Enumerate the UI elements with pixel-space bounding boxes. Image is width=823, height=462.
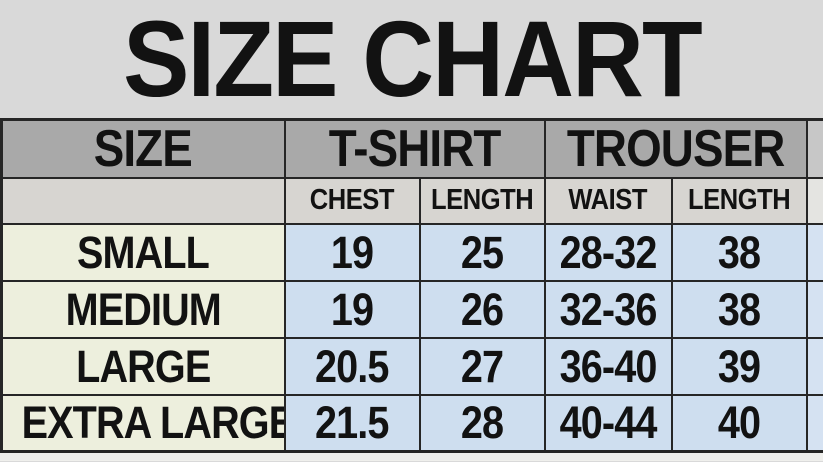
trouser-length-cell: 38 [670,279,808,339]
trouser-length-value: 38 [717,283,761,335]
trouser-length-cell: 38 [670,222,808,282]
bottom-margin-strip [0,453,823,461]
subheader-cell-waist: WAIST [543,176,673,225]
table-row-large: LARGE 20.5 27 36-40 39 [0,336,823,396]
chest-value: 19 [330,283,374,335]
header-size-label: SIZE [94,119,193,178]
header-cell-size: SIZE [0,118,286,179]
table-row-medium: MEDIUM 19 26 32-36 38 [0,279,823,339]
size-label: SMALL [77,226,210,278]
waist-cell: 28-32 [543,222,673,282]
table-row-extra-large: EXTRA LARGE 21.5 28 40-44 40 [0,393,823,453]
header-trouser-label: TROUSER [566,119,785,178]
size-label: MEDIUM [65,283,222,335]
trouser-length-cell: 39 [670,336,808,396]
subheader-tshirt-length-label: LENGTH [430,184,534,216]
chest-cell: 21.5 [283,393,421,453]
size-cell: MEDIUM [0,279,286,339]
trouser-length-value: 39 [717,340,761,392]
table-row-small: SMALL 19 25 28-32 38 [0,222,823,282]
waist-value: 40-44 [559,397,658,449]
waist-value: 32-36 [559,283,658,335]
subheader-waist-label: WAIST [568,184,648,216]
chest-cell: 20.5 [283,336,421,396]
tshirt-length-cell: 27 [418,336,546,396]
title-bar: SIZE CHART [0,0,823,118]
cutoff-cell [805,336,823,396]
subheader-cutoff-cell [805,176,823,225]
tshirt-length-cell: 26 [418,279,546,339]
waist-value: 28-32 [559,226,658,278]
header-cell-trouser: TROUSER [543,118,808,179]
page-title: SIZE CHART [122,0,703,119]
table-header-row: SIZE T-SHIRT TROUSER [0,118,823,179]
chest-value: 20.5 [315,340,389,392]
waist-cell: 36-40 [543,336,673,396]
size-cell: SMALL [0,222,286,282]
tshirt-length-value: 27 [460,340,504,392]
waist-cell: 40-44 [543,393,673,453]
subheader-trouser-length-label: LENGTH [687,184,791,216]
header-tshirt-label: T-SHIRT [328,119,502,178]
chest-value: 21.5 [315,397,389,449]
chest-value: 19 [330,226,374,278]
header-cell-tshirt: T-SHIRT [283,118,546,179]
tshirt-length-value: 26 [460,283,504,335]
trouser-length-value: 40 [717,397,761,449]
tshirt-length-cell: 25 [418,222,546,282]
size-cell: EXTRA LARGE [0,393,286,453]
subheader-cell-empty [0,176,286,225]
size-cell: LARGE [0,336,286,396]
subheader-cell-trouser-length: LENGTH [670,176,808,225]
subheader-cell-tshirt-length: LENGTH [418,176,546,225]
waist-value: 36-40 [559,340,658,392]
cutoff-cell [805,222,823,282]
size-chart-table: SIZE T-SHIRT TROUSER CHEST LENGTH WAIST … [0,118,823,453]
chest-cell: 19 [283,279,421,339]
tshirt-length-value: 25 [460,226,504,278]
cutoff-cell [805,279,823,339]
table-subheader-row: CHEST LENGTH WAIST LENGTH [0,176,823,225]
trouser-length-value: 38 [717,226,761,278]
chest-cell: 19 [283,222,421,282]
subheader-chest-label: CHEST [309,184,395,216]
subheader-cell-chest: CHEST [283,176,421,225]
trouser-length-cell: 40 [670,393,808,453]
header-cutoff-cell [805,118,823,179]
tshirt-length-cell: 28 [418,393,546,453]
size-label: EXTRA LARGE [21,397,285,449]
cutoff-cell [805,393,823,453]
waist-cell: 32-36 [543,279,673,339]
size-label: LARGE [76,340,211,392]
tshirt-length-value: 28 [460,397,504,449]
